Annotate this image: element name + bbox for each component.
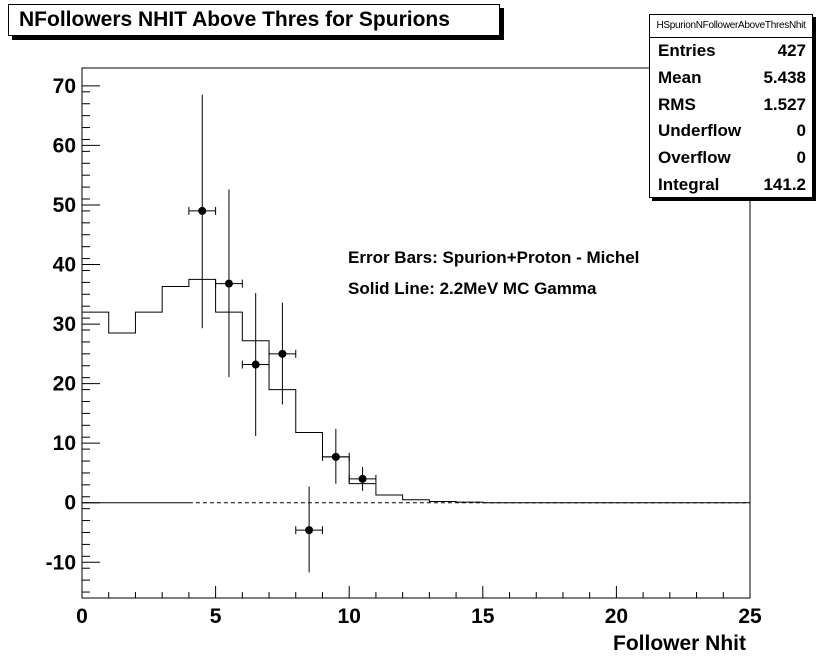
stats-value: 5.438 (763, 67, 806, 87)
y-tick-label: 20 (53, 373, 76, 396)
stats-value: 0 (796, 148, 806, 168)
stats-row: RMS 1.527 (650, 92, 812, 119)
data-point (215, 189, 243, 378)
data-point (241, 293, 270, 437)
plot-frame (81, 67, 751, 599)
stats-row: Entries 427 (650, 38, 812, 65)
data-marker (224, 279, 233, 288)
data-point (321, 428, 350, 484)
y-tick-label: 50 (53, 194, 76, 217)
y-tick-label: 70 (53, 75, 76, 98)
annotation-solid-line: Solid Line: 2.2MeV MC Gamma (348, 279, 597, 298)
chart-title: NFollowers NHIT Above Thres for Spurions (8, 4, 500, 36)
stats-label: Overflow (658, 148, 731, 168)
y-tick-label: 30 (53, 313, 76, 336)
stats-label: Underflow (658, 121, 742, 141)
y-tick-label: 0 (64, 492, 76, 515)
data-point (268, 302, 297, 405)
data-points-series (188, 94, 377, 573)
data-marker (278, 349, 287, 358)
x-tick-label: 0 (76, 605, 88, 628)
x-tick-label: 5 (210, 605, 222, 628)
data-marker (305, 526, 314, 535)
stats-row: Integral 141.2 (650, 172, 812, 199)
data-point (348, 466, 377, 491)
axes: 0 5 10 15 20 25 -10 0 10 20 30 40 50 60 70 (46, 75, 762, 628)
annotation-error-bars: Error Bars: Spurion+Proton - Michel (348, 248, 639, 267)
stats-value: 0 (796, 121, 806, 141)
data-marker (251, 360, 260, 369)
stats-label: RMS (658, 94, 696, 114)
x-tick-label: 15 (471, 605, 495, 628)
histogram-step-line (82, 278, 750, 504)
x-tick-label: 20 (605, 605, 628, 628)
stats-row: Overflow 0 (650, 145, 812, 172)
data-marker (358, 474, 367, 483)
y-tick-label: -10 (46, 551, 76, 574)
data-point (295, 486, 323, 573)
data-marker (198, 206, 207, 215)
stats-row: Mean 5.438 (650, 65, 812, 92)
data-marker (331, 452, 340, 461)
stats-label: Integral (658, 174, 720, 194)
y-tick-label: 10 (53, 432, 76, 455)
y-tick-label: 60 (53, 134, 76, 157)
histogram-series (82, 278, 750, 504)
x-axis-title: Follower Nhit (613, 632, 746, 655)
stats-row: Underflow 0 (650, 118, 812, 145)
y-tick-label: 40 (53, 254, 76, 277)
x-tick-label: 25 (738, 605, 762, 628)
stats-value: 141.2 (763, 174, 806, 194)
stats-value: 427 (777, 41, 806, 60)
stats-label: Entries (658, 41, 716, 60)
stats-value: 1.527 (763, 94, 806, 114)
stats-box-name: HSpurionNFollowerAboveThresNhit (650, 15, 812, 38)
data-point (188, 94, 217, 329)
stats-box: HSpurionNFollowerAboveThresNhit Entries 4… (649, 14, 813, 198)
x-tick-label: 10 (338, 605, 361, 628)
stats-rows: Entries 427 Mean 5.438 RMS 1.527 Underflow 0 Ove… (650, 38, 812, 199)
stats-label: Mean (658, 67, 702, 87)
